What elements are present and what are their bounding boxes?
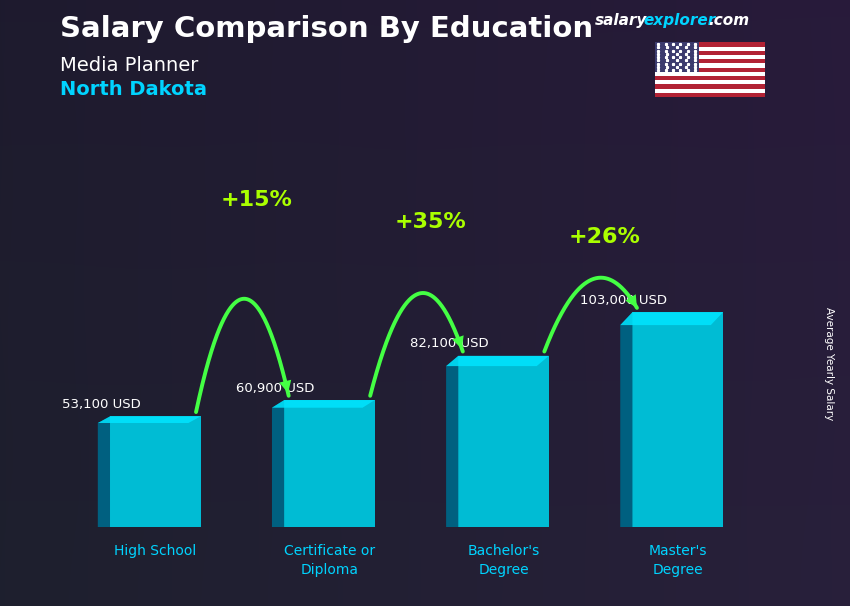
Text: +26%: +26% [569,227,641,247]
Polygon shape [446,356,549,366]
Polygon shape [272,400,375,408]
Text: +15%: +15% [220,190,292,210]
Text: +35%: +35% [394,212,467,232]
Text: Media Planner: Media Planner [60,56,198,75]
Bar [654,42,765,47]
Text: 60,900 USD: 60,900 USD [236,382,314,395]
Bar [654,76,765,80]
Text: 103,000 USD: 103,000 USD [581,294,667,307]
Bar [654,88,765,93]
Text: Average Yearly Salary: Average Yearly Salary [824,307,834,420]
Bar [654,72,765,76]
Text: Certificate or
Diploma: Certificate or Diploma [284,544,375,577]
Text: .com: .com [708,13,749,28]
Polygon shape [620,312,723,325]
Bar [654,59,765,64]
Text: explorer: explorer [643,13,716,28]
Bar [654,93,765,97]
Bar [654,55,765,59]
Text: 53,100 USD: 53,100 USD [62,398,140,411]
Bar [654,80,765,84]
Text: North Dakota: North Dakota [60,80,207,99]
Bar [654,84,765,88]
Bar [654,47,765,51]
Bar [284,400,375,527]
Bar [654,64,765,68]
Bar [632,312,723,527]
Polygon shape [98,416,110,527]
Bar [110,416,201,527]
Text: Master's
Degree: Master's Degree [649,544,707,577]
Text: salary: salary [595,13,648,28]
Polygon shape [620,312,632,527]
Text: 82,100 USD: 82,100 USD [411,338,489,350]
Polygon shape [446,356,458,527]
Bar [654,42,699,72]
Bar [458,356,549,527]
Text: High School: High School [114,544,196,558]
Bar [654,51,765,55]
Polygon shape [98,416,201,423]
Text: Salary Comparison By Education: Salary Comparison By Education [60,15,592,43]
Polygon shape [272,400,284,527]
Text: Bachelor's
Degree: Bachelor's Degree [468,544,540,577]
Bar [654,68,765,72]
